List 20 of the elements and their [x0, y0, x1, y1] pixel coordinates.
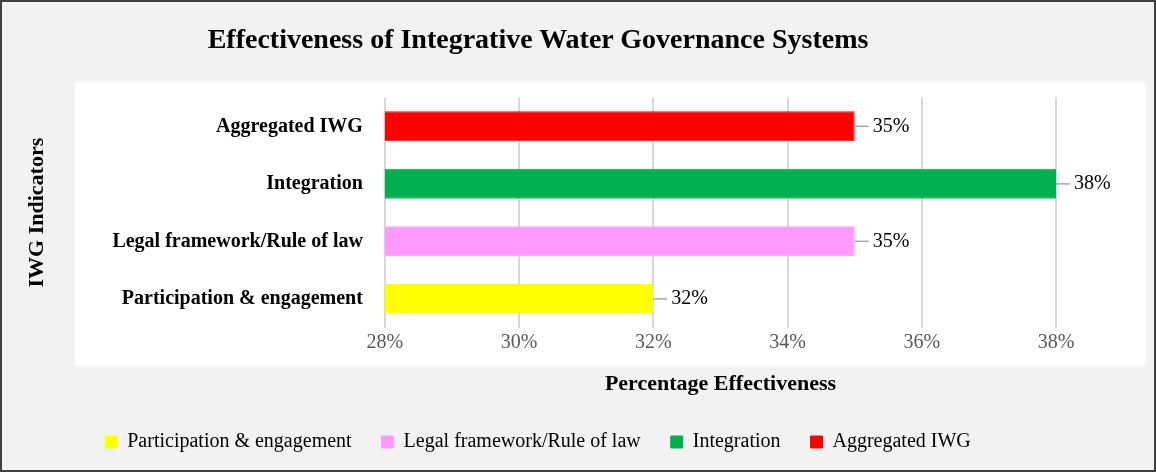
x-tick-label: 38% — [1037, 329, 1075, 352]
x-tick-label: 36% — [903, 329, 941, 352]
x-tick-label: 30% — [500, 329, 538, 352]
legend-label: Legal framework/Rule of law — [403, 429, 642, 453]
data-label: 35% — [872, 228, 910, 251]
data-label: 38% — [1074, 171, 1111, 194]
data-label: 35% — [872, 113, 910, 136]
legend-label: Aggregated IWG — [832, 429, 971, 453]
y-tick-label: Legal framework/Rule of law — [112, 228, 364, 252]
y-axis-title: IWG Indicators — [22, 137, 48, 288]
x-tick-label: 34% — [769, 329, 806, 352]
x-tick-label: 28% — [366, 329, 404, 352]
y-tick-label: Integration — [266, 171, 363, 195]
y-tick-label: Aggregated IWG — [216, 113, 364, 137]
y-tick-label: Participation & engagement — [121, 286, 364, 310]
x-tick-label: 32% — [635, 329, 672, 352]
chart-title: Effectiveness of Integrative Water Governance Systems — [207, 23, 869, 55]
x-axis-title: Percentage Effectiveness — [604, 370, 837, 396]
data-label: 32% — [671, 286, 709, 309]
legend-label: Integration — [692, 429, 781, 453]
